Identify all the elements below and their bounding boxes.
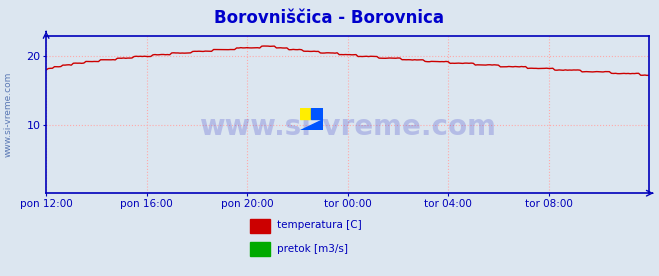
Text: www.si-vreme.com: www.si-vreme.com [3, 72, 13, 157]
Bar [312, 108, 323, 119]
Polygon shape [300, 119, 323, 130]
Text: temperatura [C]: temperatura [C] [277, 221, 362, 230]
Bar [300, 108, 312, 119]
Text: pretok [m3/s]: pretok [m3/s] [277, 244, 348, 254]
Text: Borovniščica - Borovnica: Borovniščica - Borovnica [214, 9, 445, 27]
Text: www.si-vreme.com: www.si-vreme.com [199, 113, 496, 141]
